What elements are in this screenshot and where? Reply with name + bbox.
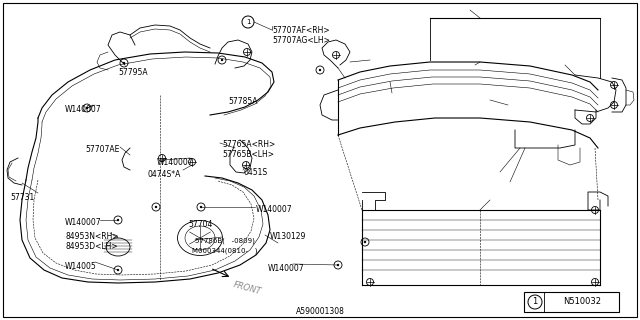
Circle shape [116, 219, 119, 221]
Text: 1: 1 [246, 19, 250, 25]
Text: N510032: N510032 [563, 298, 601, 307]
Text: W130129: W130129 [270, 232, 307, 241]
Circle shape [319, 69, 321, 71]
Text: 1: 1 [532, 298, 538, 307]
Text: W140007: W140007 [65, 218, 102, 227]
Text: 57786B(   -0809): 57786B( -0809) [195, 237, 255, 244]
Text: 57707AF<RH>: 57707AF<RH> [272, 26, 330, 35]
Bar [524, 292, 619, 312]
Circle shape [200, 206, 202, 208]
Text: 57795A: 57795A [118, 68, 148, 77]
Text: 57707AE: 57707AE [85, 145, 120, 154]
Text: 57765B<LH>: 57765B<LH> [222, 150, 274, 159]
Circle shape [364, 241, 366, 243]
Text: 84953N<RH>: 84953N<RH> [65, 232, 118, 241]
Text: 57704: 57704 [188, 220, 212, 229]
Text: 84953D<LH>: 84953D<LH> [65, 242, 118, 251]
Text: M000344(0810-   ): M000344(0810- ) [192, 248, 257, 254]
Circle shape [155, 206, 157, 208]
Text: W140007: W140007 [268, 264, 305, 273]
Text: FRONT: FRONT [232, 280, 262, 296]
Text: W140007: W140007 [157, 158, 194, 167]
Text: 57731: 57731 [10, 193, 35, 202]
Text: 0474S*A: 0474S*A [148, 170, 181, 179]
Text: 57707AG<LH>: 57707AG<LH> [272, 36, 330, 45]
Circle shape [337, 264, 339, 266]
Text: 0451S: 0451S [243, 168, 267, 177]
Text: 57785A: 57785A [228, 97, 257, 106]
Text: 57765A<RH>: 57765A<RH> [222, 140, 275, 149]
Text: A590001308: A590001308 [296, 308, 344, 316]
Text: W140007: W140007 [256, 205, 292, 214]
Circle shape [221, 59, 223, 61]
Circle shape [116, 269, 119, 271]
Text: W140007: W140007 [65, 105, 102, 114]
Circle shape [123, 62, 125, 64]
Text: W14005: W14005 [65, 262, 97, 271]
Circle shape [86, 107, 88, 109]
